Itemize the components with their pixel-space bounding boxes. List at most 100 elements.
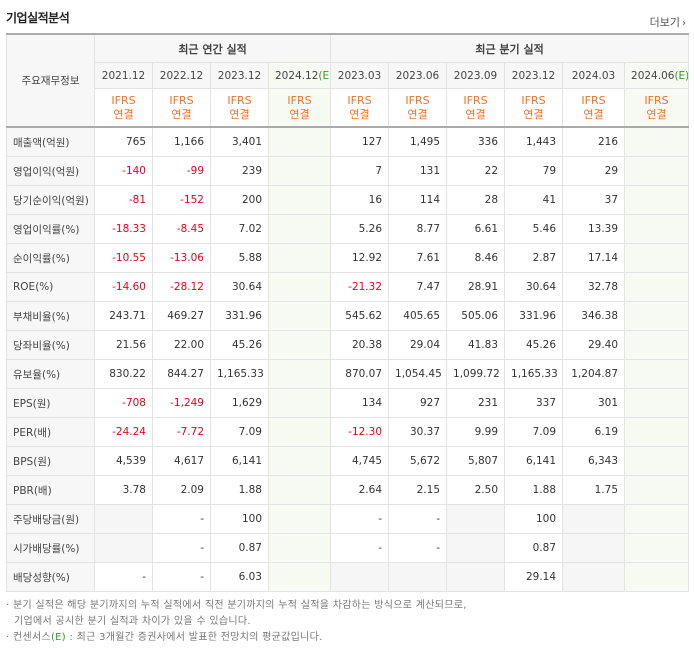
table-cell: 2.87 — [504, 243, 564, 273]
table-cell: - — [152, 533, 211, 563]
table-cell: 231 — [446, 388, 506, 418]
table-cell: -13.06 — [152, 243, 211, 273]
table-cell: -8.45 — [152, 214, 211, 244]
table-cell: 7.02 — [210, 214, 269, 244]
table-cell: 20.38 — [330, 330, 390, 360]
table-cell: -18.33 — [94, 214, 153, 244]
table-cell — [267, 446, 332, 476]
table-cell: 30.37 — [388, 417, 448, 447]
row-label: 매출액(억원) — [6, 126, 95, 157]
table-cell — [624, 388, 690, 418]
table-cell: 765 — [94, 126, 153, 157]
table-cell: -708 — [94, 388, 153, 418]
ifrs-badge: IFRS 연결 — [504, 88, 564, 128]
table-cell: 1,054.45 — [388, 359, 448, 389]
table-cell: 1,629 — [210, 388, 269, 418]
table-cell — [624, 504, 690, 534]
table-cell: 2.50 — [446, 475, 506, 505]
period-header: 2022.12 — [152, 62, 211, 89]
row-label: 부채비율(%) — [6, 301, 95, 331]
table-cell: - — [330, 504, 390, 534]
table-cell — [330, 562, 390, 592]
table-cell: - — [388, 504, 448, 534]
table-cell — [267, 562, 332, 592]
table-cell: 870.07 — [330, 359, 390, 389]
footnote-3: · 컨센서스(E) : 최근 3개월간 증권사에서 발표한 전망치의 평균값입니… — [6, 632, 323, 643]
table-cell: 100 — [504, 504, 564, 534]
table-cell — [624, 126, 690, 157]
table-cell — [562, 562, 626, 592]
table-cell — [624, 185, 690, 215]
table-cell: 1,166 — [152, 126, 211, 157]
table-cell: 200 — [210, 185, 269, 215]
table-cell: 13.39 — [562, 214, 626, 244]
table-cell: 2.64 — [330, 475, 390, 505]
row-label: 유보율(%) — [6, 359, 95, 389]
row-label: 주당배당금(원) — [6, 504, 95, 534]
table-cell: 239 — [210, 156, 269, 186]
table-cell: 8.46 — [446, 243, 506, 273]
footnote-2: 기업에서 공시한 분기 실적과 차이가 있을 수 있습니다. — [14, 616, 251, 627]
table-cell: 505.06 — [446, 301, 506, 331]
table-cell: 7.09 — [210, 417, 269, 447]
table-cell — [267, 156, 332, 186]
table-cell: 7.47 — [388, 272, 448, 302]
table-cell: 127 — [330, 126, 390, 157]
table-cell — [446, 504, 506, 534]
period-header: 2024.03 — [562, 62, 626, 89]
table-cell — [267, 301, 332, 331]
table-row: PBR(배) 3.78 2.09 1.88 2.64 2.15 2.50 1.88 1.75 — [6, 475, 690, 505]
ifrs-badge: IFRS 연결 — [330, 88, 390, 128]
table-cell: 0.87 — [210, 533, 269, 563]
row-label: 배당성향(%) — [6, 562, 95, 592]
table-cell: 346.38 — [562, 301, 626, 331]
table-cell — [267, 359, 332, 389]
period-header: 2024.06(E) — [624, 62, 690, 89]
period-header: 2021.12 — [94, 62, 153, 89]
table-cell: -152 — [152, 185, 211, 215]
table-cell: 469.27 — [152, 301, 211, 331]
table-cell: 1.75 — [562, 475, 626, 505]
table-cell: 6,141 — [210, 446, 269, 476]
table-cell: 28.91 — [446, 272, 506, 302]
table-cell: 29.04 — [388, 330, 448, 360]
table-cell: 41.83 — [446, 330, 506, 360]
table-cell: 1,495 — [388, 126, 448, 157]
table-cell — [267, 185, 332, 215]
more-label[interactable]: 더보기 — [649, 16, 680, 29]
period-header: 2023.12 — [504, 62, 564, 89]
period-header: 2023.12 — [210, 62, 269, 89]
table-cell: 5.46 — [504, 214, 564, 244]
table-cell — [388, 562, 448, 592]
table-cell: 6.19 — [562, 417, 626, 447]
table-cell: -10.55 — [94, 243, 153, 273]
table-cell: -7.72 — [152, 417, 211, 447]
table-cell: 6,343 — [562, 446, 626, 476]
table-cell — [267, 504, 332, 534]
table-cell: 927 — [388, 388, 448, 418]
table-row: 유보율(%) 830.22 844.27 1,165.33 870.07 1,054.45… — [6, 359, 690, 389]
ifrs-badge: IFRS 연결 — [152, 88, 211, 128]
row-label: 영업이익(억원) — [6, 156, 95, 186]
table-cell: -81 — [94, 185, 153, 215]
table-cell: 29.14 — [504, 562, 564, 592]
section-title: 기업실적분석 — [6, 11, 70, 25]
table-cell: 29.40 — [562, 330, 626, 360]
table-cell: -140 — [94, 156, 153, 186]
table-cell: 4,745 — [330, 446, 390, 476]
table-cell: - — [330, 533, 390, 563]
table-cell: -28.12 — [152, 272, 211, 302]
table-cell — [624, 562, 690, 592]
table-cell: - — [388, 533, 448, 563]
table-cell — [94, 533, 153, 563]
table-cell: 22.00 — [152, 330, 211, 360]
table-cell: 21.56 — [94, 330, 153, 360]
table-cell — [446, 562, 506, 592]
table-row: 주당배당금(원) -100- -100 — [6, 504, 690, 534]
row-label: 당기순이익(억원) — [6, 185, 95, 215]
row-label: PER(배) — [6, 417, 95, 447]
more-link[interactable]: 더보기 › — [650, 14, 686, 30]
table-cell: -12.30 — [330, 417, 390, 447]
ifrs-badge: IFRS 연결 — [94, 88, 153, 128]
